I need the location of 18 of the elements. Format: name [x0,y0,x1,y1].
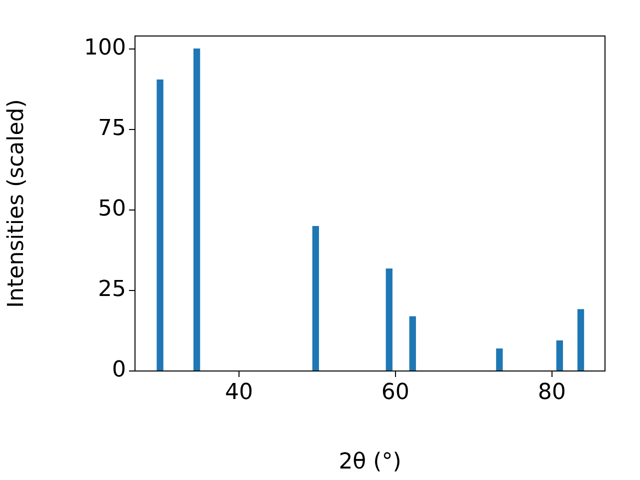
y-tick-label: 100 [84,36,126,61]
bar [409,316,416,371]
y-tick-label: 75 [98,116,126,142]
bar [496,348,503,371]
x-tick-label: 80 [538,380,566,405]
bar [312,226,319,371]
x-tick-label: 40 [225,380,254,405]
bar [577,309,584,371]
x-axis-title: 2θ (°) [338,450,402,475]
bar [193,48,200,371]
bar [156,79,164,371]
y-tick-label: 25 [98,277,126,302]
y-tick-label: 0 [112,358,126,383]
y-axis-title: Intensities (scaled) [4,99,29,308]
x-tick-label: 60 [381,380,410,405]
y-tick-label: 50 [98,196,126,222]
bar [556,340,563,371]
bar [386,268,392,371]
